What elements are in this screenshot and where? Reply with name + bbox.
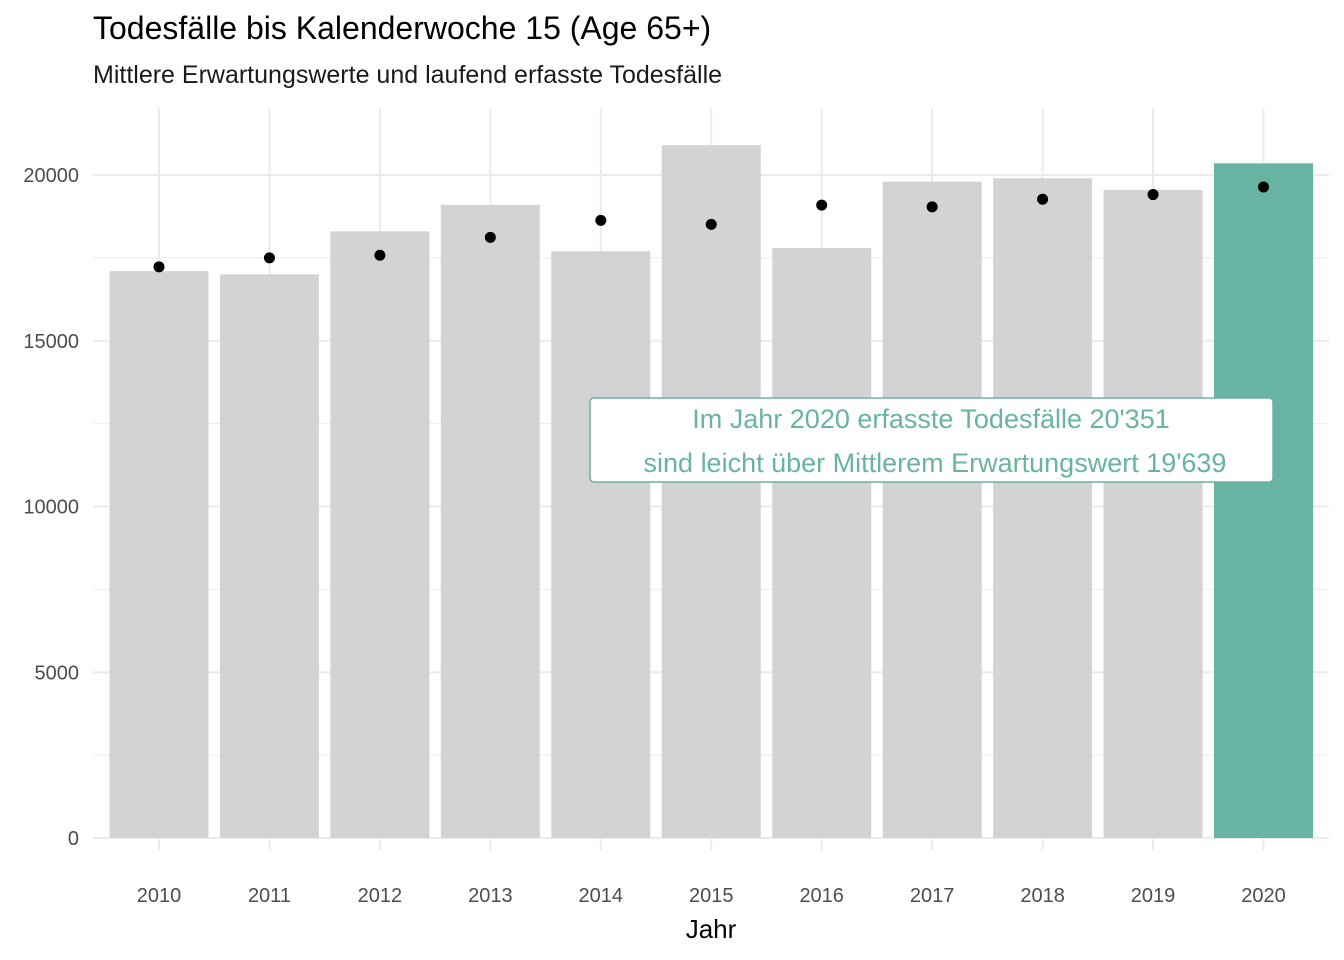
y-tick-label: 15000 <box>23 331 79 353</box>
annotation-frame <box>589 397 1274 483</box>
x-tick-label: 2015 <box>689 885 734 907</box>
point-2013 <box>484 231 496 243</box>
bar-2014 <box>551 251 651 838</box>
point-2012 <box>374 249 386 261</box>
bars <box>109 145 1313 839</box>
point-2020 <box>1258 181 1269 193</box>
point-2014 <box>595 214 607 226</box>
bar-2016 <box>772 247 872 838</box>
x-tick-label: 2017 <box>910 885 955 907</box>
point-2018 <box>1037 193 1049 205</box>
annotation-box: Im Jahr 2020 erfasste Todesfälle 20'351 … <box>589 397 1274 483</box>
x-tick-label: 2010 <box>137 885 182 907</box>
annotation-line-2: sind leicht über Mittlerem Erwartungswer… <box>644 448 1227 478</box>
bar-2012 <box>330 231 430 839</box>
x-tick-label: 2014 <box>579 885 624 907</box>
bar-2013 <box>440 204 540 838</box>
point-2010 <box>153 261 165 273</box>
bar-2020 <box>1214 163 1313 838</box>
x-tick-label: 2019 <box>1131 885 1176 907</box>
x-tick-label: 2013 <box>468 885 513 907</box>
y-tick-label: 20000 <box>23 165 79 187</box>
x-axis-title: Jahr <box>686 914 737 944</box>
y-axis-ticks: 0 5000 10000 15000 20000 <box>23 165 79 850</box>
x-tick-label: 2018 <box>1020 885 1065 907</box>
y-tick-label: 5000 <box>35 662 80 684</box>
point-2015 <box>705 218 717 230</box>
y-tick-label: 10000 <box>23 497 79 519</box>
annotation-line-1: Im Jahr 2020 erfasste Todesfälle 20'351 <box>692 404 1169 434</box>
x-tick-label: 2016 <box>799 885 844 907</box>
point-2011 <box>263 252 275 264</box>
bar-2010 <box>109 271 209 838</box>
x-tick-label: 2012 <box>358 885 403 907</box>
point-2019 <box>1147 189 1159 201</box>
bar-2015 <box>661 145 761 839</box>
x-tick-label: 2011 <box>248 885 291 907</box>
x-axis-ticks: 2010 2011 2012 2013 2014 2015 2016 2017 2018 2019… <box>137 885 1286 907</box>
bar-2019 <box>1103 189 1203 839</box>
bar-2018 <box>993 178 1093 838</box>
expected-points <box>153 181 1269 273</box>
chart-title: Todesfälle bis Kalenderwoche 15 (Age 65+… <box>93 10 712 46</box>
point-2016 <box>816 199 828 211</box>
point-2017 <box>926 201 938 213</box>
y-tick-label: 0 <box>68 828 79 850</box>
chart-subtitle: Mittlere Erwartungswerte und laufend erf… <box>93 61 723 89</box>
bar-2017 <box>882 181 982 838</box>
bar-2011 <box>219 274 319 838</box>
x-tick-label: 2020 <box>1241 885 1286 907</box>
